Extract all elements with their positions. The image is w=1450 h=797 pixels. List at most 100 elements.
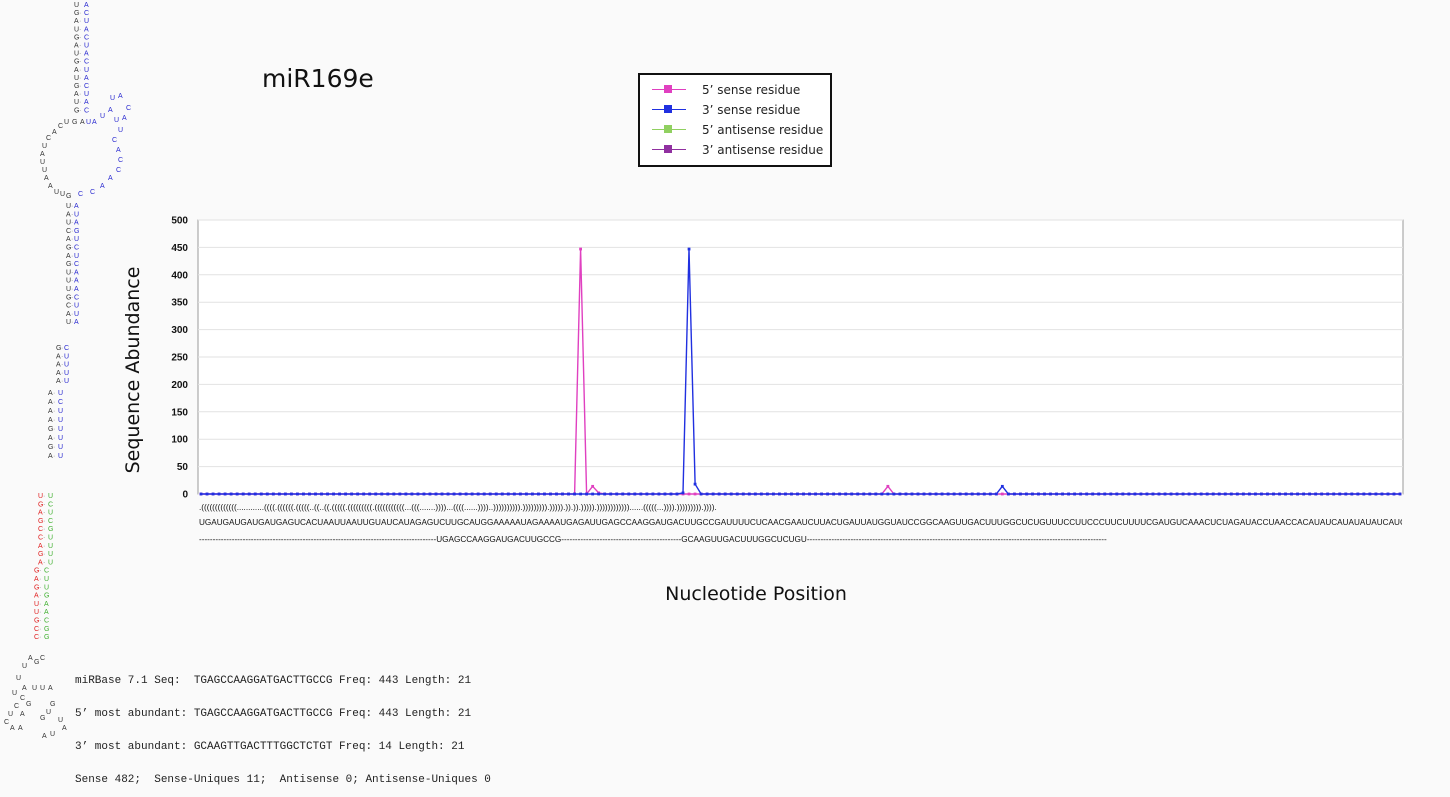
nucleotide: A [66, 211, 71, 218]
nucleotide: U [84, 91, 89, 98]
data-point [651, 492, 655, 496]
data-point [862, 492, 866, 496]
data-point [1217, 492, 1221, 496]
data-point [675, 492, 679, 496]
data-point [1193, 492, 1197, 496]
nucleotide: A [48, 399, 53, 406]
data-point [970, 492, 974, 496]
data-point [549, 492, 552, 496]
data-point [259, 492, 263, 496]
data-point [302, 492, 305, 496]
nucleotide: U [118, 127, 123, 134]
data-point [645, 492, 649, 496]
data-point [1247, 492, 1251, 496]
data-point [1012, 492, 1016, 496]
nucleotide: · [71, 253, 73, 260]
data-point [428, 492, 432, 496]
data-point [1260, 492, 1263, 496]
data-point [976, 492, 980, 496]
data-point [597, 492, 601, 496]
data-point [392, 492, 396, 496]
data-point [832, 492, 836, 496]
nucleotide: · [79, 91, 81, 98]
data-point [603, 492, 607, 496]
data-point [506, 492, 510, 496]
legend-label: 3’ sense residue [702, 103, 801, 117]
data-point [976, 492, 980, 496]
data-point [904, 492, 908, 496]
data-point [784, 492, 787, 496]
data-point [314, 492, 317, 496]
legend-marker-icon [664, 105, 672, 113]
nucleotide: · [79, 34, 81, 41]
nucleotide: U [64, 119, 69, 126]
data-point [247, 492, 251, 496]
nucleotide: C [40, 655, 45, 662]
nucleotide: U [74, 51, 79, 58]
nucleotide: · [79, 10, 81, 17]
nucleotide: U [74, 99, 79, 106]
data-point [916, 492, 920, 496]
data-point [1181, 492, 1185, 496]
nucleotide: G [74, 10, 79, 17]
nucleotide: G [66, 261, 71, 268]
y-tick-label: 500 [171, 216, 188, 227]
nucleotide: G [34, 659, 39, 666]
data-point [1380, 492, 1384, 496]
data-point [289, 492, 293, 496]
data-point [464, 492, 468, 496]
nucleotide: A [42, 733, 47, 740]
nucleotide: C [84, 34, 89, 41]
data-point [332, 492, 335, 496]
nucleotide: · [53, 444, 55, 451]
data-point [796, 492, 799, 496]
data-point [639, 492, 643, 496]
nucleotide: A [44, 609, 49, 616]
nucleotide: U [66, 220, 71, 227]
nucleotide: A [118, 93, 123, 100]
nucleotide: C [74, 294, 79, 301]
y-tick-label: 100 [171, 435, 188, 446]
data-point [464, 492, 468, 496]
data-point [506, 492, 510, 496]
data-point [705, 492, 709, 496]
data-point [1374, 492, 1378, 496]
legend: 5’ sense residue 3’ sense residue 5’ ant… [638, 73, 832, 167]
nucleotide: U [64, 378, 69, 385]
nucleotide: · [39, 618, 41, 625]
data-point [579, 492, 582, 496]
data-point [705, 492, 709, 496]
nucleotide: · [39, 601, 41, 608]
data-point [759, 492, 763, 496]
data-point [277, 492, 281, 496]
data-point [1061, 492, 1064, 496]
nucleotide: C [34, 634, 39, 641]
data-point [1109, 492, 1113, 496]
data-point [458, 492, 462, 496]
data-point [1187, 492, 1191, 496]
data-point [567, 492, 570, 496]
data-point [585, 492, 589, 496]
data-point [1392, 492, 1396, 496]
nucleotide: U [84, 43, 89, 50]
nucleotide: U [66, 269, 71, 276]
data-point [910, 492, 914, 496]
nucleotide: U [66, 203, 71, 210]
data-point [1278, 492, 1281, 496]
nucleotide: A [22, 685, 27, 692]
data-point [1223, 492, 1227, 496]
data-point [1019, 492, 1022, 496]
data-point [1362, 492, 1366, 496]
data-point [723, 492, 727, 496]
nucleotide: G [34, 618, 39, 625]
data-point [338, 492, 341, 496]
nucleotide: G [74, 34, 79, 41]
data-point [615, 492, 619, 496]
data-point [1217, 492, 1221, 496]
data-point [844, 492, 848, 496]
nucleotide: U [74, 253, 79, 260]
nucleotide: C [118, 157, 123, 164]
plot-area [197, 219, 1404, 495]
data-point [211, 492, 215, 496]
data-point [482, 492, 486, 496]
